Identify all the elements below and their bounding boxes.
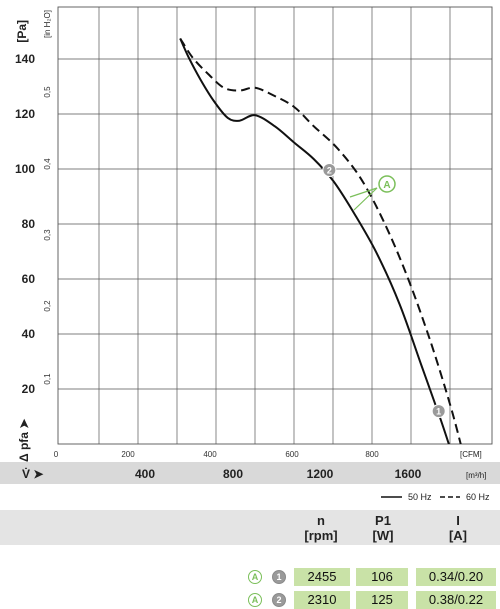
legend-50hz-label: 50 Hz: [408, 492, 432, 500]
operating-point-label: 2: [327, 166, 332, 176]
y-tick-label: 80: [22, 217, 36, 231]
legend: 50 Hz 60 Hz: [381, 492, 490, 500]
operating-point-marker: [322, 163, 337, 177]
cell-n: 2310: [294, 591, 350, 609]
x-bottom-tick-label: 1600: [395, 467, 422, 481]
y-tick-label: 100: [15, 162, 35, 176]
x-top-ticks: 0 200 400 600 800: [54, 450, 379, 459]
curve-label-circle: [378, 175, 396, 193]
header-p1-symbol: P1: [375, 513, 391, 528]
y-left-ticks: 20 40 60 80 100 120 140: [15, 52, 35, 396]
cell-p1: 106: [356, 568, 408, 586]
y-tick-label: 40: [22, 327, 36, 341]
x-bottom-ticks: 400 800 1200 1600: [135, 467, 422, 481]
y-right-tick-label: 0,2: [43, 300, 52, 312]
table-header-i: I [A]: [428, 513, 488, 543]
curves: [179, 37, 462, 444]
curve-badge: A: [248, 593, 262, 607]
fan-performance-chart: [Pa] Δ pfa ➤ [in H₂O] [CFM] V̇ ➤ [m³/h] …: [0, 6, 500, 500]
m3h-axis-band: [0, 462, 500, 484]
y-tick-label: 60: [22, 272, 36, 286]
curve-label-text: A: [383, 180, 390, 191]
x-top-tick-label: 0: [54, 450, 59, 459]
header-p1-unit: [W]: [372, 528, 394, 543]
x-top-tick-label: 800: [365, 450, 379, 459]
y-tick-label: 140: [15, 52, 35, 66]
y-right-tick-label: 0,1: [43, 373, 52, 385]
curve-badge: A: [248, 570, 262, 584]
x-top-tick-label: 400: [203, 450, 217, 459]
y-tick-label: 120: [15, 107, 35, 121]
y-right-tick-label: 0,3: [43, 229, 52, 241]
curve-label-leader-1: [353, 187, 378, 211]
header-n-unit: [rpm]: [304, 528, 338, 543]
cell-n: 2455: [294, 568, 350, 586]
y-axis-unit: [Pa]: [15, 20, 29, 43]
y-right-axis-unit: [in H₂O]: [43, 10, 52, 38]
cell-i: 0.34/0.20: [416, 568, 496, 586]
point-badge: 2: [272, 593, 286, 607]
table-header: n [rpm] P1 [W] I [A]: [0, 510, 500, 545]
x-bottom-axis-label: V̇ ➤: [22, 466, 44, 481]
curve-60hz: [179, 37, 462, 444]
y-right-tick-label: 0,5: [43, 86, 52, 98]
curve-label-leader-2: [349, 187, 378, 198]
header-n-symbol: n: [317, 513, 325, 528]
y-tick-label: 20: [22, 382, 36, 396]
x-bottom-tick-label: 800: [223, 467, 243, 481]
cell-p1: 125: [356, 591, 408, 609]
x-top-tick-label: 200: [121, 450, 135, 459]
header-i-unit: [A]: [448, 528, 468, 543]
y-axis-label: Δ pfa ➤: [17, 418, 31, 462]
plot-frame: [57, 6, 493, 445]
y-right-tick-label: 0,4: [43, 158, 52, 170]
table-header-n: n [rpm]: [291, 513, 351, 543]
operating-point-label: 1: [436, 407, 441, 417]
x-bottom-tick-label: 1200: [307, 467, 334, 481]
x-bottom-axis-unit: [m³/h]: [466, 471, 486, 480]
y-right-ticks: 0,1 0,2 0,3 0,4 0,5: [43, 86, 52, 385]
markers: 12: [322, 163, 446, 419]
grid: [58, 7, 492, 444]
table-row: A 2 2310 125 0.38/0.22: [0, 591, 500, 609]
legend-60hz-label: 60 Hz: [466, 492, 490, 500]
point-badge: 1: [272, 570, 286, 584]
x-bottom-tick-label: 400: [135, 467, 155, 481]
cell-i: 0.38/0.22: [416, 591, 496, 609]
curve-50hz: [179, 38, 450, 444]
x-top-tick-label: 600: [285, 450, 299, 459]
table-header-p1: P1 [W]: [353, 513, 413, 543]
operating-point-marker: [431, 404, 446, 419]
table-row: A 1 2455 106 0.34/0.20: [0, 568, 500, 586]
header-i-symbol: I: [456, 513, 460, 528]
x-top-axis-unit: [CFM]: [460, 450, 482, 459]
